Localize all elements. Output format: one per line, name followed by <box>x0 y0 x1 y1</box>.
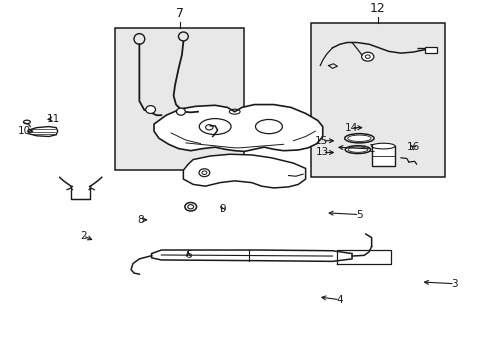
Text: 15: 15 <box>314 136 328 146</box>
Text: 9: 9 <box>219 204 225 214</box>
Text: 10: 10 <box>18 126 31 136</box>
Text: 14: 14 <box>344 123 357 132</box>
Text: 2: 2 <box>80 231 86 241</box>
Bar <box>310 23 444 177</box>
Text: 6: 6 <box>184 250 191 260</box>
Polygon shape <box>28 127 58 136</box>
Text: 7: 7 <box>175 8 183 21</box>
Text: 16: 16 <box>406 142 419 152</box>
Text: 1: 1 <box>367 144 374 154</box>
Ellipse shape <box>145 105 155 113</box>
Ellipse shape <box>371 143 394 149</box>
Bar <box>424 47 436 53</box>
Bar <box>115 28 244 170</box>
Text: 11: 11 <box>47 114 61 124</box>
Text: 5: 5 <box>355 210 362 220</box>
Ellipse shape <box>344 134 373 143</box>
Ellipse shape <box>361 52 373 61</box>
Text: 3: 3 <box>450 279 457 289</box>
Text: 8: 8 <box>137 215 144 225</box>
Text: 12: 12 <box>369 2 385 15</box>
Ellipse shape <box>176 108 185 115</box>
Polygon shape <box>154 104 322 152</box>
Ellipse shape <box>345 146 370 153</box>
Ellipse shape <box>184 202 196 211</box>
Text: 4: 4 <box>336 295 343 305</box>
Polygon shape <box>151 250 351 261</box>
Bar <box>371 147 394 166</box>
Polygon shape <box>183 154 305 188</box>
Text: 13: 13 <box>315 148 329 157</box>
